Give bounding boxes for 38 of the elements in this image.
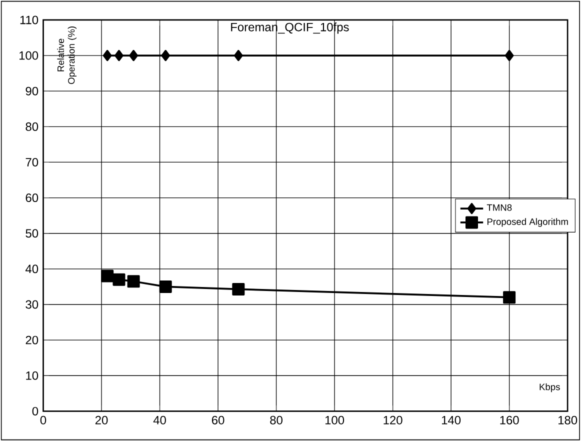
point	[129, 50, 138, 62]
x-tick-label: 40	[153, 416, 166, 424]
y-tick-label: 20	[26, 336, 38, 344]
y-tick-label: 90	[26, 86, 38, 96]
y-tick-label: 40	[26, 264, 38, 274]
point	[112, 273, 126, 286]
x-tick-label: 60	[212, 416, 224, 424]
x-tick-label: 20	[95, 416, 108, 424]
point	[234, 50, 243, 62]
y-tick-label: 100	[19, 51, 38, 60]
x-tick-label: 0	[40, 416, 46, 424]
point	[114, 50, 124, 62]
y-tick-label: 0	[32, 406, 38, 416]
legend-label: TMN8	[486, 204, 512, 211]
point	[504, 50, 514, 62]
x-tick-label: 120	[384, 416, 402, 424]
point	[159, 280, 172, 293]
y-tick-label: 70	[26, 158, 38, 166]
y-tick-label: 80	[26, 122, 38, 131]
point	[102, 50, 112, 62]
y-tick-label: 30	[26, 300, 38, 309]
y-tick-label: 50	[26, 229, 38, 238]
x-axis-title: Kbps	[540, 383, 560, 392]
y-tick-label: 110	[20, 16, 38, 24]
x-tick-label: 80	[270, 416, 282, 424]
y-axis-title: Relative Operation (%)	[57, 26, 77, 84]
y-tick-label: 60	[26, 193, 38, 202]
point	[101, 270, 114, 282]
legend-label: Proposed Algorithm	[487, 218, 568, 227]
x-tick-label: 180	[558, 416, 578, 424]
point	[232, 282, 245, 296]
point	[503, 291, 516, 304]
x-tick-label: 160	[500, 416, 519, 424]
point	[161, 50, 170, 62]
x-tick-label: 100	[325, 416, 344, 424]
point	[127, 275, 140, 288]
x-tick-label: 140	[442, 416, 461, 424]
y-tick-label: 10	[26, 371, 38, 380]
